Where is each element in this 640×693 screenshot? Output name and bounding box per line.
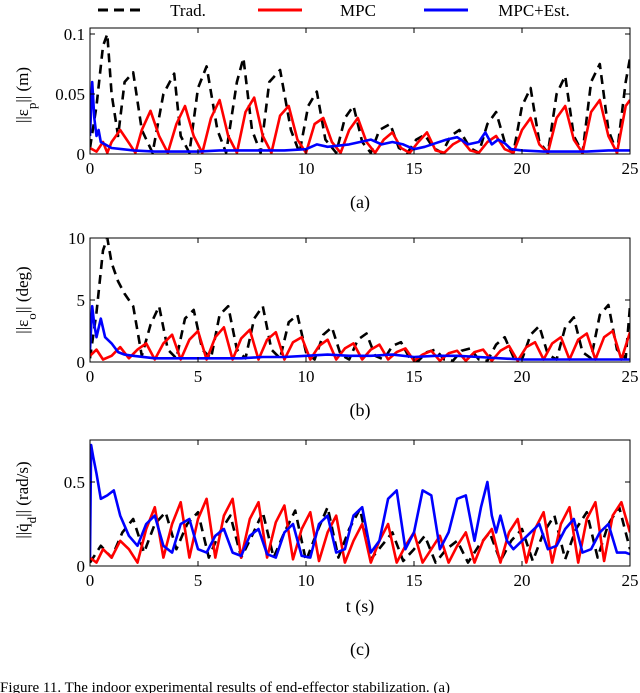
x-tick-label: 15 <box>406 367 423 386</box>
x-tick-label: 5 <box>194 571 203 590</box>
series-line-1 <box>90 96 630 154</box>
axes-frame <box>89 439 631 567</box>
x-tick-label: 10 <box>298 159 315 178</box>
panels: 0 5 10 15 20 25 0 0.05 0.1 ||εp|| (m) (a) 0 5 10 15 20 2… <box>13 25 639 660</box>
series-group <box>90 238 630 362</box>
panel-label: (a) <box>350 192 370 213</box>
series-line-2 <box>90 304 630 361</box>
x-tick-label: 15 <box>406 571 423 590</box>
x-tick-label: 5 <box>194 367 203 386</box>
series-line-2 <box>90 80 630 153</box>
y-tick-label: 0.1 <box>64 25 85 44</box>
x-tick-label: 10 <box>298 367 315 386</box>
x-tick-label: 10 <box>298 571 315 590</box>
x-tick-label: 0 <box>86 159 95 178</box>
figure-caption: Figure 11. The indoor experimental resul… <box>0 680 450 693</box>
series-line-1 <box>90 497 630 564</box>
y-tick-label: 0.05 <box>55 85 85 104</box>
series-group <box>90 443 630 564</box>
y-tick-label: 0 <box>77 145 86 164</box>
x-tick-label: 25 <box>622 159 639 178</box>
panel-a: 0 5 10 15 20 25 0 0.05 0.1 ||εp|| (m) (a) <box>13 25 639 213</box>
x-tick-label: 5 <box>194 159 203 178</box>
panel-c: 0 5 10 15 20 25 0 0.5 ||q̇d|| (rad/s) t (s) (c) <box>13 439 639 660</box>
panel-label: (b) <box>350 400 371 421</box>
y-tick-label: 10 <box>68 229 85 248</box>
x-tick-label: 25 <box>622 367 639 386</box>
legend-label-2: MPC+Est. <box>498 1 569 20</box>
legend-label-0: Trad. <box>170 1 206 20</box>
legend-label-1: MPC <box>340 1 376 20</box>
y-axis-label: ||εo|| (deg) <box>13 266 39 333</box>
y-axis-label: ||εp|| (m) <box>13 67 39 123</box>
y-tick-label: 5 <box>77 291 86 310</box>
x-tick-label: 0 <box>86 367 95 386</box>
y-tick-label: 0 <box>77 353 86 372</box>
x-tick-label: 20 <box>514 367 531 386</box>
series-line-0 <box>90 238 630 362</box>
x-tick-label: 0 <box>86 571 95 590</box>
series-line-1 <box>90 325 630 362</box>
y-tick-label: 0.5 <box>64 473 85 492</box>
axes-frame <box>89 27 631 155</box>
panel-label: (c) <box>350 639 370 660</box>
x-tick-label: 20 <box>514 571 531 590</box>
series-line-2 <box>90 443 630 559</box>
series-line-0 <box>90 32 630 154</box>
x-tick-label: 20 <box>514 159 531 178</box>
y-axis-label: ||q̇d|| (rad/s) <box>13 461 39 538</box>
x-tick-label: 25 <box>622 571 639 590</box>
series-line-0 <box>90 505 630 564</box>
y-tick-label: 0 <box>77 557 86 576</box>
legend: Trad. MPC MPC+Est. <box>98 1 570 20</box>
x-tick-label: 15 <box>406 159 423 178</box>
panel-b: 0 5 10 15 20 25 0 5 10 ||εo|| (deg) (b) <box>13 229 639 421</box>
x-axis-label: t (s) <box>346 596 375 617</box>
series-group <box>90 32 630 154</box>
axes-frame <box>89 237 631 363</box>
